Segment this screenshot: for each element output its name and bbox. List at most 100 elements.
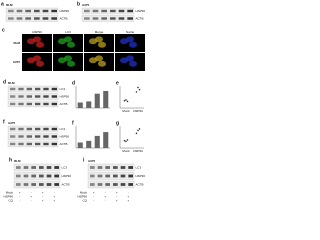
condition-sign: +	[93, 190, 95, 194]
condition-sign: -	[128, 190, 129, 194]
bar	[94, 93, 100, 108]
band	[46, 166, 52, 169]
cell	[126, 36, 134, 43]
cell	[89, 38, 97, 45]
band	[10, 102, 16, 106]
panel-letter: d	[72, 80, 75, 86]
band-label: HSP90	[60, 134, 70, 138]
condition-sign: +	[116, 198, 118, 202]
bar	[77, 102, 83, 108]
cell	[27, 57, 35, 64]
band	[39, 166, 44, 169]
bar	[103, 132, 109, 148]
dot	[123, 99, 126, 102]
cell	[36, 60, 44, 67]
band	[18, 95, 24, 98]
dot	[123, 139, 126, 142]
band-label: LC3	[62, 165, 68, 169]
panel-letter: h	[9, 157, 12, 163]
band-label: LC3	[60, 127, 66, 131]
band	[16, 183, 21, 186]
condition-sign: -	[19, 198, 20, 202]
band-label: ACTB	[60, 102, 68, 106]
cell	[95, 36, 103, 43]
band	[10, 95, 16, 98]
band	[128, 166, 133, 169]
band	[92, 9, 99, 13]
panel-letter: b	[77, 1, 80, 7]
cell-line: RLM	[14, 159, 21, 163]
condition-sign: -	[105, 198, 106, 202]
band-label: ACTB	[136, 16, 144, 20]
condition-sign: +	[19, 190, 21, 194]
dot	[125, 140, 127, 143]
cell	[58, 57, 66, 64]
band	[35, 142, 41, 146]
group-label: Mock	[122, 109, 130, 113]
band	[113, 183, 118, 186]
band	[92, 17, 99, 20]
cell-line: A375	[8, 121, 16, 125]
band	[90, 166, 95, 169]
panel-letter: f	[72, 120, 74, 126]
dot	[135, 91, 138, 93]
group-label: HSP90	[133, 109, 143, 113]
band	[25, 17, 31, 20]
band	[46, 174, 52, 178]
condition-sign: +	[30, 194, 32, 198]
cell	[36, 41, 44, 48]
cell	[129, 60, 137, 67]
band	[26, 127, 32, 131]
band	[16, 174, 21, 178]
band	[84, 17, 90, 20]
condition-sign: -	[93, 194, 94, 198]
band	[43, 95, 49, 98]
panel-letter: e	[116, 80, 119, 86]
band	[43, 127, 49, 131]
blot-strip	[7, 133, 59, 140]
condition-sign: -	[105, 190, 106, 194]
panel-letter: c	[2, 27, 5, 33]
condition-name: CQ	[9, 198, 14, 202]
band	[120, 183, 126, 186]
band	[35, 135, 41, 138]
condition-sign: -	[31, 198, 32, 202]
condition-sign: +	[127, 194, 129, 198]
band	[10, 127, 16, 131]
condition-sign: +	[53, 198, 55, 202]
cell	[67, 41, 75, 48]
bar	[86, 101, 92, 108]
band	[105, 174, 110, 178]
cell	[129, 41, 137, 48]
blot-strip	[13, 180, 61, 189]
band	[8, 9, 14, 13]
bar	[86, 140, 92, 148]
cell	[126, 55, 134, 62]
band	[18, 87, 24, 91]
band	[23, 174, 29, 178]
dot	[138, 128, 141, 130]
panel-letter: d	[3, 79, 6, 85]
band	[26, 102, 32, 106]
blot-strip	[5, 15, 59, 22]
band	[26, 135, 32, 138]
band	[34, 17, 40, 20]
cell	[58, 38, 66, 45]
panel-letter: a	[1, 1, 4, 7]
band	[127, 9, 133, 13]
band	[97, 183, 103, 186]
band	[39, 174, 44, 178]
band	[110, 17, 116, 20]
band	[35, 102, 41, 106]
band	[43, 135, 49, 138]
cell	[64, 55, 72, 62]
band	[90, 174, 95, 178]
band	[127, 17, 133, 20]
band	[128, 174, 133, 178]
band	[43, 142, 49, 146]
cell	[67, 60, 75, 67]
dot	[125, 99, 127, 101]
band-label: ACTB	[60, 142, 68, 146]
blot-strip	[87, 172, 135, 180]
condition-name: Mock	[6, 190, 14, 194]
